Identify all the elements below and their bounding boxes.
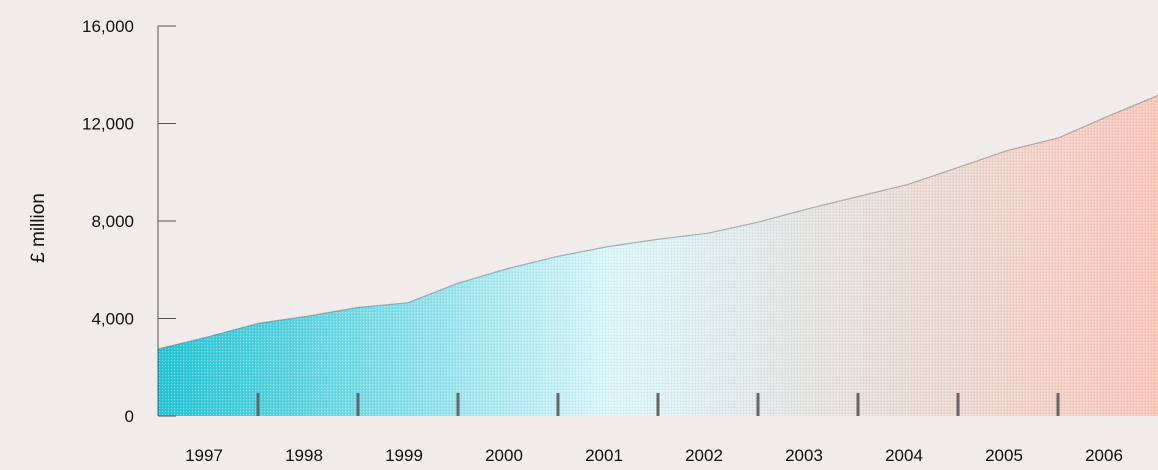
- x-tick-label: 2003: [785, 446, 823, 465]
- area-series-texture: [158, 95, 1158, 416]
- x-tick-label: 2002: [685, 446, 723, 465]
- x-tick-label: 2001: [585, 446, 623, 465]
- x-tick-label: 1997: [185, 446, 223, 465]
- y-tick-label: 0: [125, 407, 134, 426]
- x-tick-label: 2004: [885, 446, 923, 465]
- area-series-top-line: [157, 94, 1158, 350]
- y-tick-label: 8,000: [91, 212, 134, 231]
- x-tick-label: 2005: [985, 446, 1023, 465]
- plot-area: 0 4,000 8,000 12,000 16,000 1997 1998 1999 2000…: [82, 17, 1158, 465]
- x-tick-label: 1998: [285, 446, 323, 465]
- x-axis: 1997 1998 1999 2000 2001 2002 2003 2004 2005 2006: [185, 393, 1123, 465]
- y-tick-label: 16,000: [82, 17, 134, 36]
- x-tick-label: 1999: [385, 446, 423, 465]
- y-tick-label: 12,000: [82, 115, 134, 134]
- y-axis-title: £ million: [28, 193, 49, 263]
- x-tick-label: 2006: [1085, 446, 1123, 465]
- y-tick-label: 4,000: [91, 310, 134, 329]
- y-axis: 0 4,000 8,000 12,000 16,000: [82, 17, 176, 426]
- x-tick-label: 2000: [485, 446, 523, 465]
